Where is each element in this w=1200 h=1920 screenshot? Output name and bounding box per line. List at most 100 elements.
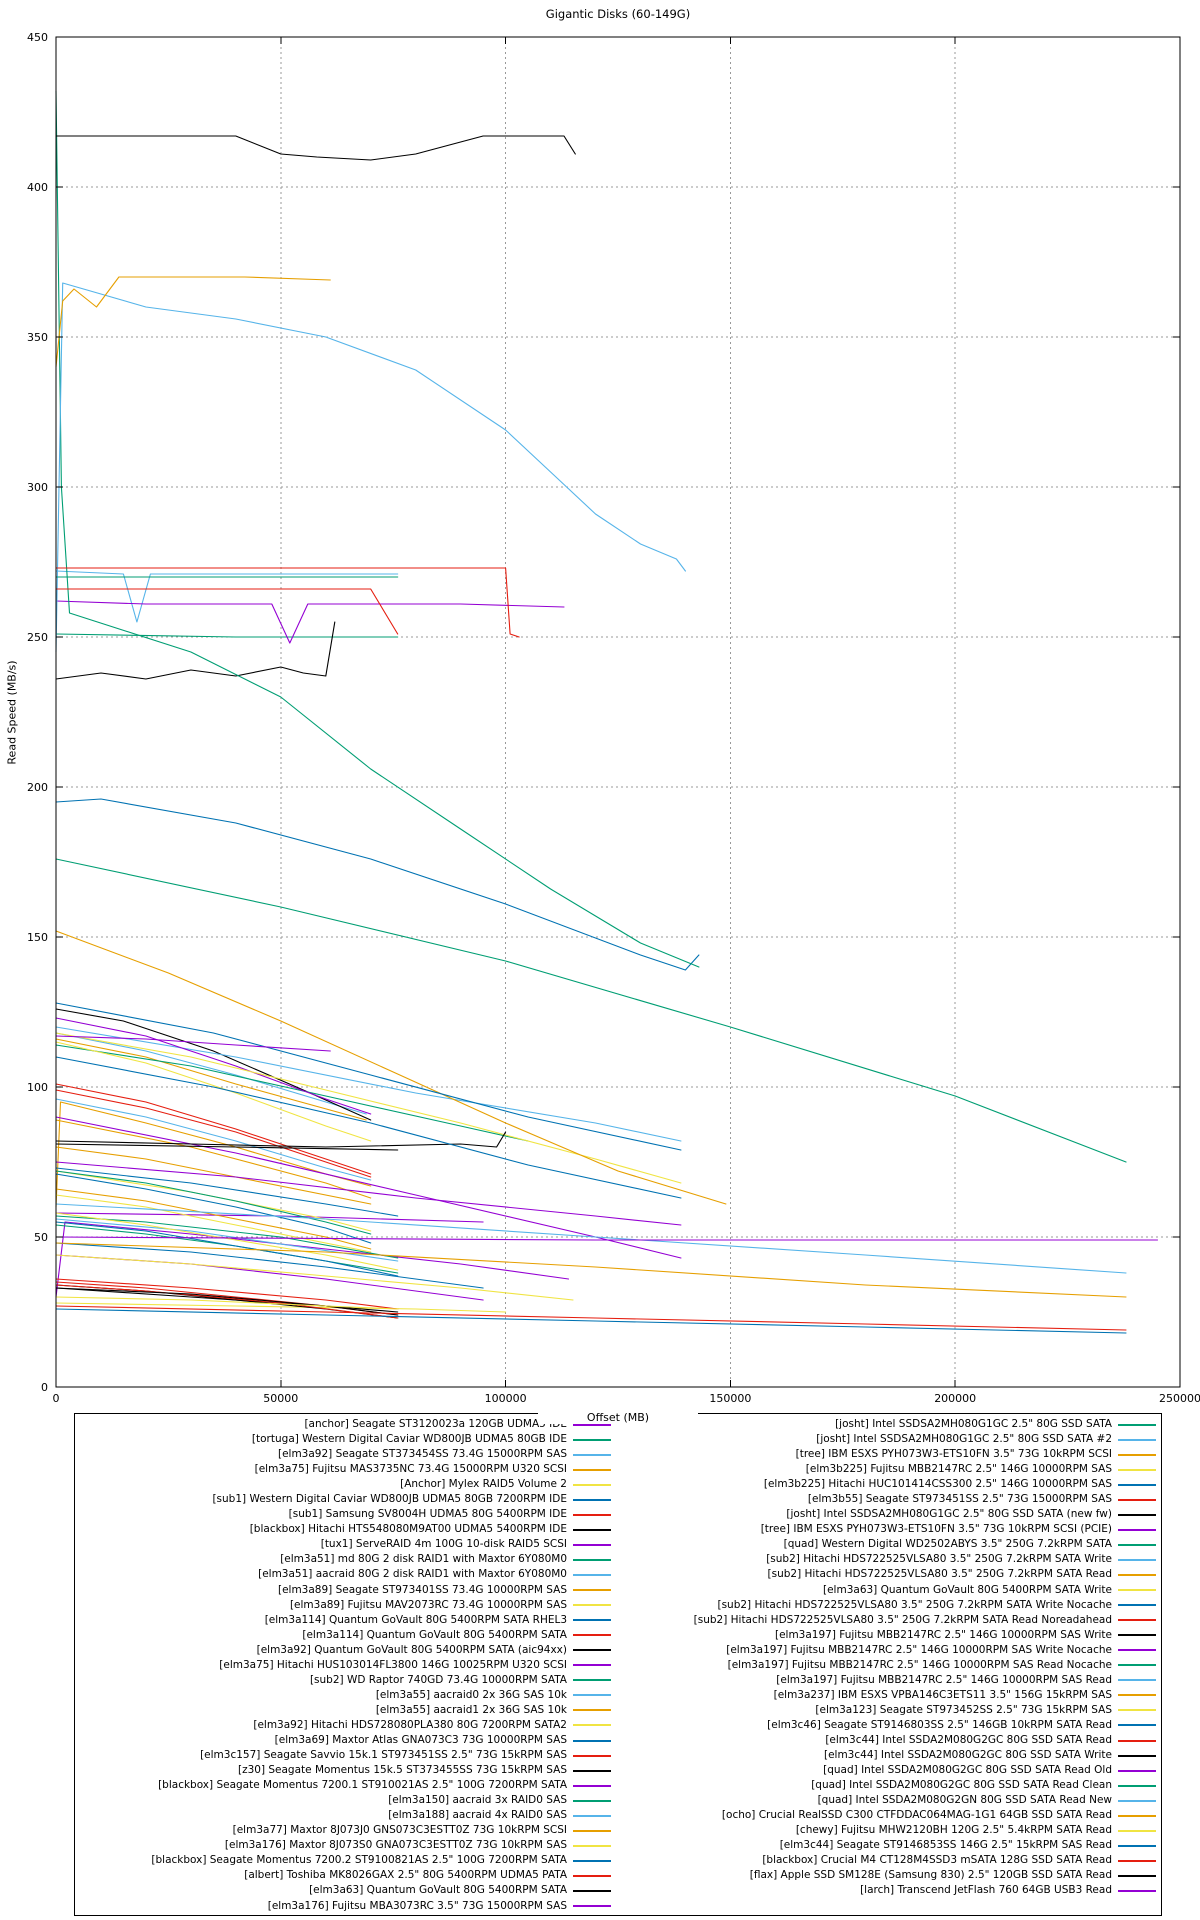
legend-item: [elm3a55] aacraid1 2x 36G SAS 10k (75, 1703, 611, 1718)
legend-item: [sub2] Hitachi HDS722525VLSA80 3.5" 250G… (75, 1598, 1156, 1613)
legend-item: [elm3a114] Quantum GoVault 80G 5400RPM S… (75, 1613, 611, 1628)
legend-item-line-swatch (1118, 1483, 1156, 1486)
series-line (55, 1098, 372, 1181)
legend-item: [elm3a188] aacraid 4x RAID0 SAS (75, 1808, 611, 1823)
legend-item: [sub2] Hitachi HDS722525VLSA80 3.5" 250G… (75, 1567, 1156, 1582)
legend-item: [elm3a69] Maxtor Atlas GNA073C3 73G 1000… (75, 1733, 611, 1748)
legend-item-line-swatch (573, 1905, 611, 1908)
legend-item-line-swatch (1118, 1679, 1156, 1682)
legend-item-label: [elm3a197] Fujitsu MBB2147RC 2.5" 146G 1… (774, 1628, 1112, 1641)
legend-item: [elm3a89] Seagate ST973401SS 73.4G 10000… (75, 1583, 611, 1598)
legend-item-line-swatch (573, 1634, 611, 1637)
legend-item-label: [elm3a114] Quantum GoVault 80G 5400RPM S… (264, 1613, 567, 1626)
legend-item-label: [elm3a63] Quantum GoVault 80G 5400RPM SA… (309, 1884, 567, 1897)
legend-item: [elm3c44] Intel SSDA2M080G2GC 80G SSD SA… (75, 1748, 1156, 1763)
legend-item-line-swatch (1118, 1498, 1156, 1501)
x-tick-label: 0 (53, 1392, 60, 1405)
series-line (55, 1254, 574, 1301)
legend-item-line-swatch (573, 1724, 611, 1727)
series-line (55, 1221, 570, 1298)
series-line (55, 567, 520, 638)
legend-item: [sub1] Western Digital Caviar WD800JB UD… (75, 1492, 611, 1507)
legend-item: [elm3a92] Quantum GoVault 80G 5400RPM SA… (75, 1643, 611, 1658)
legend-item: [elm3c157] Seagate Savvio 15k.1 ST973451… (75, 1748, 611, 1763)
legend-item-line-swatch (1118, 1453, 1156, 1456)
legend-box: [anchor] Seagate ST3120023a 120GB UDMA5 … (74, 1413, 1162, 1916)
legend-item-line-swatch (1118, 1739, 1156, 1742)
legend-item: [larch] Transcend JetFlash 760 64GB USB3… (75, 1883, 1156, 1898)
legend-item-line-swatch (573, 1498, 611, 1501)
series-line (55, 1041, 372, 1142)
legend-item-label: [elm3a197] Fujitsu MBB2147RC 2.5" 146G 1… (776, 1673, 1112, 1686)
legend-item-line-swatch (1118, 1709, 1156, 1712)
series-line (55, 1089, 372, 1178)
legend-item-label: [elm3a63] Quantum GoVault 80G 5400RPM SA… (823, 1583, 1112, 1596)
legend-item-line-swatch (573, 1558, 611, 1561)
legend-item: [elm3a92] Seagate ST373454SS 73.4G 15000… (75, 1447, 611, 1462)
legend-item-line-swatch (1118, 1694, 1156, 1697)
y-tick-label: 250 (27, 631, 48, 644)
legend-item-label: [elm3a176] Maxtor 8J073S0 GNA073C3ESTT0Z… (224, 1839, 567, 1852)
legend-item-line-swatch (573, 1573, 611, 1576)
legend-item-label: [elm3c44] Intel SSDA2M080G2GC 80G SSD SA… (825, 1734, 1112, 1746)
legend-item: [sub2] WD Raptor 740GD 73.4G 10000RPM SA… (75, 1673, 611, 1688)
legend-item-label: [larch] Transcend JetFlash 760 64GB USB3… (860, 1884, 1112, 1897)
legend-item-line-swatch (573, 1649, 611, 1652)
series-line (55, 1008, 372, 1121)
legend-item: [elm3a237] IBM ESXS VPBA146C3ETS11 3.5" … (75, 1688, 1156, 1703)
legend-item-line-swatch (1118, 1423, 1156, 1426)
legend-item: [ocho] Crucial RealSSD C300 CTFDDAC064MA… (75, 1808, 1156, 1823)
legend-item-label: [anchor] Seagate ST3120023a 120GB UDMA5 … (304, 1418, 567, 1431)
series-line (55, 1287, 399, 1313)
legend-item-label: [ocho] Crucial RealSSD C300 CTFDDAC064MA… (721, 1809, 1112, 1822)
y-tick-label: 200 (27, 781, 48, 794)
series-line (55, 1254, 484, 1301)
legend-item: [elm3a123] Seagate ST973452SS 2.5" 73G 1… (75, 1703, 1156, 1718)
legend-item-line-swatch (573, 1483, 611, 1486)
legend-item-label: [elm3a75] Hitachi HUS103014FL3800 146G 1… (219, 1658, 567, 1671)
legend-item-label: [elm3a75] Fujitsu MAS3735NC 73.4G 15000R… (254, 1463, 567, 1476)
legend-item: [elm3a176] Maxtor 8J073S0 GNA073C3ESTT0Z… (75, 1838, 611, 1853)
series-line (55, 1221, 399, 1277)
plot-border (55, 36, 1181, 1388)
legend-item-label: [blackbox] Crucial M4 CT128M4SSD3 mSATA … (762, 1854, 1112, 1867)
legend-item-label: [elm3c46] Seagate ST9146803SS 2.5" 146GB… (767, 1718, 1112, 1731)
legend-item: [flax] Apple SSD SM128E (Samsung 830) 2.… (75, 1868, 1156, 1883)
legend-item-line-swatch (1118, 1634, 1156, 1637)
legend-item-line-swatch (573, 1468, 611, 1471)
y-tick-label: 100 (27, 1081, 48, 1094)
legend-item-line-swatch (1118, 1829, 1156, 1832)
legend-item: [elm3b225] Fujitsu MBB2147RC 2.5" 146G 1… (75, 1462, 1156, 1477)
series-line (55, 930, 727, 1205)
series-line (55, 1035, 331, 1052)
series-line (55, 1056, 682, 1199)
legend-item-label: [elm3a237] IBM ESXS VPBA146C3ETS11 3.5" … (773, 1688, 1112, 1701)
legend-item-line-swatch (573, 1679, 611, 1682)
legend-item-label: [elm3b225] Fujitsu MBB2147RC 2.5" 146G 1… (805, 1463, 1112, 1476)
legend-item-line-swatch (573, 1889, 611, 1892)
legend-item-line-swatch (573, 1799, 611, 1802)
legend-item: [elm3a150] aacraid 3x RAID0 SAS (75, 1793, 611, 1808)
legend-item-line-swatch (1118, 1543, 1156, 1546)
legend-item-label: [elm3a89] Fujitsu MAV2073RC 73.4G 10000R… (289, 1598, 567, 1611)
y-tick-label: 450 (27, 31, 48, 44)
legend-item: [quad] Intel SSDA2M080G2GC 80G SSD SATA … (75, 1763, 1156, 1778)
legend-item-label: [josht] Intel SSDSA2MH080G1GC 2.5" 80G S… (835, 1418, 1112, 1431)
x-tick-label: 200000 (934, 1392, 976, 1405)
legend-item-line-swatch (1118, 1573, 1156, 1576)
legend-item-line-swatch (573, 1453, 611, 1456)
legend-item-line-swatch (1118, 1874, 1156, 1877)
legend-item-label: [quad] Intel SSDA2M080G2GN 80G SSD SATA … (817, 1794, 1112, 1807)
legend-item-line-swatch (573, 1754, 611, 1757)
legend-item: [elm3a89] Fujitsu MAV2073RC 73.4G 10000R… (75, 1598, 611, 1613)
legend-item-line-swatch (1118, 1604, 1156, 1607)
legend-item-line-swatch (1118, 1619, 1156, 1622)
legend-item-label: [blackbox] Hitachi HTS548080M9AT00 UDMA5… (249, 1523, 567, 1536)
series-line (55, 588, 399, 635)
legend-item: [josht] Intel SSDSA2MH080G1GC 2.5" 80G S… (75, 1432, 1156, 1447)
legend-item-line-swatch (573, 1619, 611, 1622)
x-tick-label: 100000 (485, 1392, 527, 1405)
series-line (55, 1170, 372, 1232)
legend-item: [elm3c44] Intel SSDA2M080G2GC 80G SSD SA… (75, 1733, 1156, 1748)
